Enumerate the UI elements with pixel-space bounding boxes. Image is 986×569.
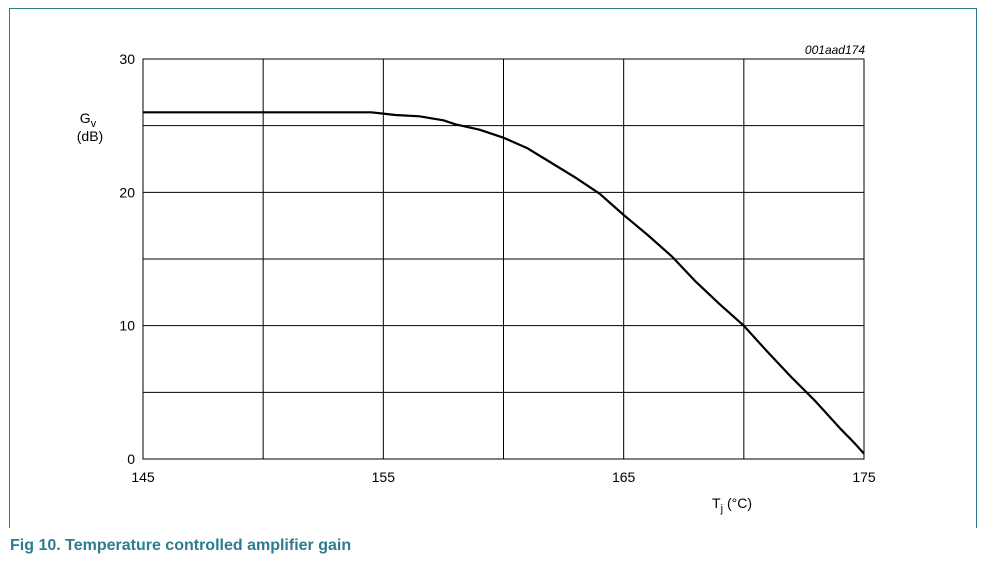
gain-curve [143,111,865,455]
plot-border [142,58,865,460]
x-axis-label: Tj (°C) [712,495,752,515]
x-tick-label: 165 [612,469,636,485]
figure-caption: Fig 10. Temperature controlled amplifier… [10,537,352,554]
x-axis-symbol: T [712,495,721,511]
y-axis-label: Gv [80,110,97,130]
x-tick-label: 145 [131,469,155,485]
y-tick-label: 20 [119,184,135,200]
x-tick-labels: 145 155 165 175 [131,469,876,485]
x-tick-label: 155 [372,469,396,485]
figure-frame: 145 155 165 175 0 10 20 30 001aad174 Gv (dB) T… [9,8,977,528]
y-axis-unit: (dB) [77,128,103,144]
x-axis-subscript: j [720,503,723,515]
x-tick-label: 175 [852,469,876,485]
x-axis-unit: (°C) [727,495,752,511]
y-tick-label: 10 [119,318,135,334]
chart: 145 155 165 175 0 10 20 30 001aad174 Gv (dB) T… [77,43,876,515]
y-tick-label: 30 [119,51,135,67]
y-axis-subscript: v [91,118,97,130]
y-tick-labels: 0 10 20 30 [119,51,135,467]
y-tick-label: 0 [127,451,135,467]
figure-code: 001aad174 [805,43,865,57]
y-axis-symbol: G [80,110,91,126]
